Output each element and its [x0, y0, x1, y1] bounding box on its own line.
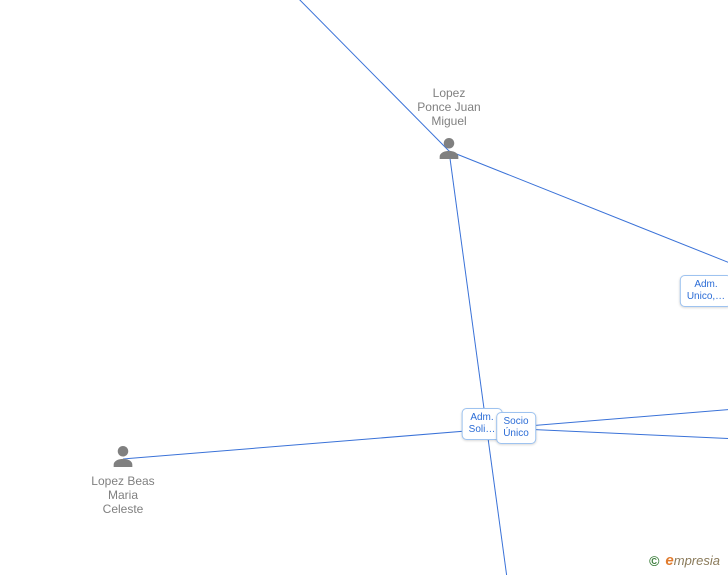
edge-label-adm-unico[interactable]: Adm. Unico,… — [680, 275, 728, 307]
brand-label: empresia — [665, 552, 720, 569]
copyright-icon: © — [649, 553, 659, 569]
edge — [449, 151, 728, 275]
edge — [449, 151, 510, 575]
person-icon[interactable] — [435, 135, 463, 168]
watermark: © empresia — [649, 552, 720, 569]
node-label-lopez-beas: Lopez Beas Maria Celeste — [91, 474, 154, 516]
edge-label-socio-unico[interactable]: Socio Único — [496, 412, 536, 444]
edge — [123, 407, 728, 459]
person-icon[interactable] — [109, 443, 137, 476]
brand-initial: e — [665, 552, 673, 569]
node-label-lopez-ponce: Lopez Ponce Juan Miguel — [417, 86, 480, 128]
brand-rest: mpresia — [674, 553, 720, 568]
edge — [290, 0, 449, 151]
